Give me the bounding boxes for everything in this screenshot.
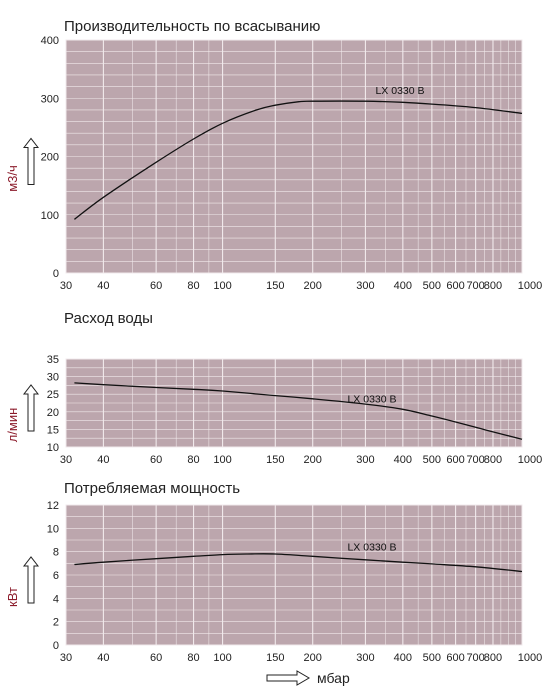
x-tick-label: 100 xyxy=(213,454,231,466)
chart-title: Потребляемая мощность xyxy=(64,480,240,497)
chart-panel-1: Производительность по всасыванию 0 100 200 3… xyxy=(5,18,542,292)
x-axis-arrow-icon xyxy=(266,670,310,686)
x-tick-label: 600 xyxy=(446,280,464,292)
y-tick-label: 10 xyxy=(47,442,59,454)
y-axis-label: кВт xyxy=(5,587,20,607)
plot-frame xyxy=(65,358,523,448)
x-tick-label: 400 xyxy=(394,652,412,664)
y-tick-label: 8 xyxy=(53,547,59,559)
chart-title: Производительность по всасыванию xyxy=(64,18,320,35)
x-tick-label: 100 xyxy=(213,652,231,664)
x-tick-label: 200 xyxy=(304,652,322,664)
x-tick-label: 300 xyxy=(356,652,374,664)
x-tick-label: 800 xyxy=(484,652,502,664)
x-tick-label: 60 xyxy=(150,280,162,292)
series-label: LX 0330 B xyxy=(347,541,396,553)
x-tick-label: 500 xyxy=(423,652,441,664)
y-axis-label: м3/ч xyxy=(5,165,20,192)
y-tick-label: 10 xyxy=(47,523,59,535)
x-tick-label: 150 xyxy=(266,454,284,466)
chart-panel-3: Потребляемая мощность 0 2 4 6 8 10 12 30 40 60 80 10… xyxy=(5,480,542,664)
y-tick-label: 2 xyxy=(53,617,59,629)
y-tick-label: 15 xyxy=(47,424,59,436)
x-tick-label: 500 xyxy=(423,454,441,466)
x-tick-label: 800 xyxy=(484,280,502,292)
x-tick-label: 1000 xyxy=(518,652,542,664)
y-tick-label: 6 xyxy=(53,570,59,582)
y-tick-label: 20 xyxy=(47,407,59,419)
x-tick-label: 500 xyxy=(423,280,441,292)
x-tick-label: 40 xyxy=(97,280,109,292)
x-tick-label: 1000 xyxy=(518,280,542,292)
x-tick-label: 200 xyxy=(304,454,322,466)
x-tick-label: 30 xyxy=(60,454,72,466)
series-line xyxy=(74,100,523,220)
x-tick-label: 400 xyxy=(394,454,412,466)
x-tick-label: 800 xyxy=(484,454,502,466)
x-tick-label: 40 xyxy=(97,652,109,664)
x-tick-label: 700 xyxy=(466,652,484,664)
series-label: LX 0330 B xyxy=(347,393,396,405)
y-tick-label: 30 xyxy=(47,372,59,384)
y-tick-label: 300 xyxy=(41,93,59,105)
x-tick-label: 100 xyxy=(213,280,231,292)
y-tick-label: 12 xyxy=(47,500,59,512)
series-line xyxy=(74,553,523,573)
x-tick-label: 150 xyxy=(266,280,284,292)
x-tick-label: 1000 xyxy=(518,454,542,466)
x-tick-label: 80 xyxy=(187,652,199,664)
y-tick-label: 4 xyxy=(53,593,59,605)
x-tick-label: 150 xyxy=(266,652,284,664)
y-tick-label: 25 xyxy=(47,389,59,401)
y-tick-label: 100 xyxy=(41,210,59,222)
y-axis-arrow-icon xyxy=(22,384,40,432)
x-tick-label: 60 xyxy=(150,652,162,664)
chart-panel-2: Расход воды 10 15 20 25 30 35 30 40 60 80 100 150 200… xyxy=(5,310,542,466)
x-tick-label: 400 xyxy=(394,280,412,292)
x-tick-label: 80 xyxy=(187,280,199,292)
plot-frame xyxy=(65,504,523,646)
x-tick-label: 200 xyxy=(304,280,322,292)
x-tick-label: 60 xyxy=(150,454,162,466)
x-tick-label: 300 xyxy=(356,280,374,292)
series-line xyxy=(74,382,523,440)
series-label: LX 0330 B xyxy=(375,85,424,97)
y-tick-label: 0 xyxy=(53,640,59,652)
y-axis-arrow-icon xyxy=(22,137,40,185)
y-tick-label: 400 xyxy=(41,35,59,47)
x-tick-label: 40 xyxy=(97,454,109,466)
x-axis-unit: мбар xyxy=(317,670,350,686)
x-tick-label: 30 xyxy=(60,652,72,664)
y-tick-label: 35 xyxy=(47,354,59,366)
x-tick-label: 30 xyxy=(60,280,72,292)
x-tick-label: 700 xyxy=(466,280,484,292)
chart-title: Расход воды xyxy=(64,310,153,327)
plot-frame xyxy=(65,39,523,274)
y-tick-label: 200 xyxy=(41,152,59,164)
y-axis-label: л/мин xyxy=(5,408,20,443)
y-tick-label: 0 xyxy=(53,268,59,280)
x-tick-label: 700 xyxy=(466,454,484,466)
y-axis-arrow-icon xyxy=(22,556,40,604)
x-tick-label: 80 xyxy=(187,454,199,466)
x-tick-label: 600 xyxy=(446,652,464,664)
x-tick-label: 600 xyxy=(446,454,464,466)
x-tick-label: 300 xyxy=(356,454,374,466)
